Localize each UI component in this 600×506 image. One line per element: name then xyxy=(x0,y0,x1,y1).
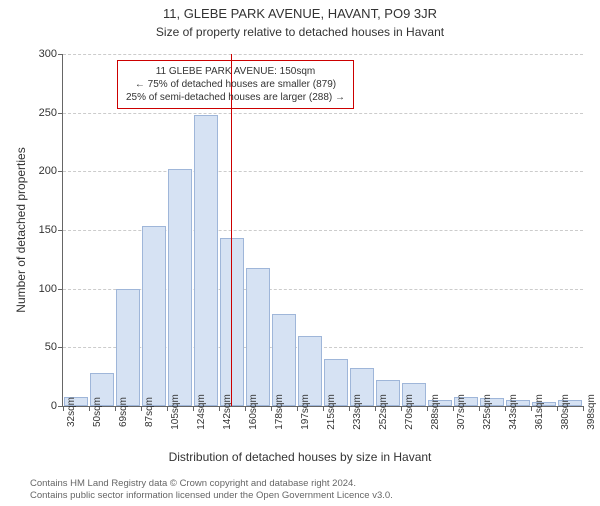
xtick-mark xyxy=(505,406,506,411)
ytick-label: 50 xyxy=(45,341,57,353)
xtick-mark xyxy=(297,406,298,411)
xtick-mark xyxy=(427,406,428,411)
xtick-label: 105sqm xyxy=(170,394,181,430)
grid-line xyxy=(63,171,583,172)
footer-attribution: Contains HM Land Registry data © Crown c… xyxy=(30,478,393,502)
ytick-label: 0 xyxy=(51,400,57,412)
xtick-mark xyxy=(167,406,168,411)
info-line: 25% of semi-detached houses are larger (… xyxy=(126,91,345,104)
xtick-label: 124sqm xyxy=(196,394,207,430)
info-box: 11 GLEBE PARK AVENUE: 150sqm← 75% of det… xyxy=(117,60,354,109)
histogram-bar xyxy=(194,115,218,406)
xtick-mark xyxy=(401,406,402,411)
xtick-mark xyxy=(479,406,480,411)
xtick-mark xyxy=(349,406,350,411)
histogram-bar xyxy=(168,169,192,406)
histogram-bar xyxy=(116,289,140,406)
xtick-mark xyxy=(557,406,558,411)
xtick-label: 197sqm xyxy=(300,394,311,430)
ytick-label: 250 xyxy=(39,107,57,119)
xtick-mark xyxy=(583,406,584,411)
y-axis-label: Number of detached properties xyxy=(14,65,28,230)
xtick-mark xyxy=(271,406,272,411)
xtick-label: 178sqm xyxy=(274,394,285,430)
xtick-mark xyxy=(141,406,142,411)
plot-area: 05010015020025030032sqm50sqm69sqm87sqm10… xyxy=(62,54,583,407)
grid-line xyxy=(63,289,583,290)
xtick-label: 215sqm xyxy=(326,394,337,430)
xtick-label: 233sqm xyxy=(352,394,363,430)
page-title: 11, GLEBE PARK AVENUE, HAVANT, PO9 3JR xyxy=(0,6,600,21)
ytick-mark xyxy=(58,230,63,231)
histogram-bar xyxy=(246,268,270,406)
xtick-label: 288sqm xyxy=(430,394,441,430)
histogram-bar xyxy=(220,238,244,406)
xtick-mark xyxy=(245,406,246,411)
ytick-label: 100 xyxy=(39,283,57,295)
info-line: 11 GLEBE PARK AVENUE: 150sqm xyxy=(126,65,345,78)
footer-line2: Contains public sector information licen… xyxy=(30,490,393,502)
ytick-mark xyxy=(58,54,63,55)
xtick-label: 160sqm xyxy=(248,394,259,430)
x-axis-label: Distribution of detached houses by size … xyxy=(0,450,600,464)
xtick-label: 325sqm xyxy=(482,394,493,430)
xtick-mark xyxy=(375,406,376,411)
xtick-mark xyxy=(453,406,454,411)
ytick-mark xyxy=(58,113,63,114)
xtick-label: 307sqm xyxy=(456,394,467,430)
ytick-mark xyxy=(58,289,63,290)
xtick-label: 380sqm xyxy=(560,394,571,430)
ytick-label: 300 xyxy=(39,48,57,60)
xtick-mark xyxy=(63,406,64,411)
xtick-mark xyxy=(193,406,194,411)
histogram-bar xyxy=(272,314,296,406)
ytick-label: 200 xyxy=(39,165,57,177)
xtick-label: 87sqm xyxy=(144,397,155,427)
xtick-label: 252sqm xyxy=(378,394,389,430)
info-line: ← 75% of detached houses are smaller (87… xyxy=(126,78,345,91)
grid-line xyxy=(63,54,583,55)
xtick-label: 361sqm xyxy=(534,394,545,430)
xtick-label: 69sqm xyxy=(118,397,129,427)
xtick-mark xyxy=(115,406,116,411)
xtick-mark xyxy=(219,406,220,411)
ytick-label: 150 xyxy=(39,224,57,236)
xtick-label: 343sqm xyxy=(508,394,519,430)
xtick-mark xyxy=(323,406,324,411)
ytick-mark xyxy=(58,171,63,172)
xtick-label: 32sqm xyxy=(66,397,77,427)
xtick-mark xyxy=(89,406,90,411)
grid-line xyxy=(63,347,583,348)
chart-container: 11, GLEBE PARK AVENUE, HAVANT, PO9 3JR S… xyxy=(0,6,600,506)
histogram-bar xyxy=(142,226,166,406)
grid-line xyxy=(63,113,583,114)
chart-subtitle: Size of property relative to detached ho… xyxy=(0,25,600,39)
footer-line1: Contains HM Land Registry data © Crown c… xyxy=(30,478,393,490)
xtick-label: 398sqm xyxy=(586,394,597,430)
xtick-label: 50sqm xyxy=(92,397,103,427)
grid-line xyxy=(63,230,583,231)
xtick-label: 270sqm xyxy=(404,394,415,430)
ytick-mark xyxy=(58,347,63,348)
xtick-mark xyxy=(531,406,532,411)
